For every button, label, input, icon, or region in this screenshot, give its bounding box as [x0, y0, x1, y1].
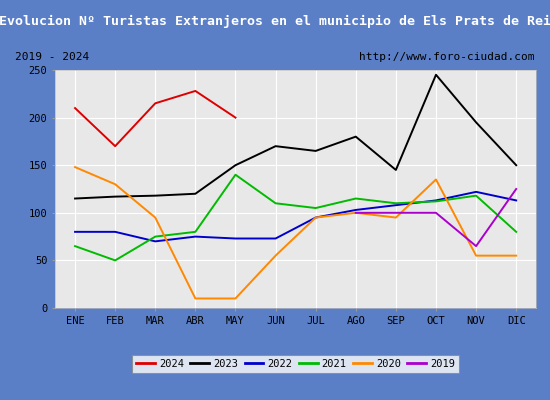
Legend: 2024, 2023, 2022, 2021, 2020, 2019: 2024, 2023, 2022, 2021, 2020, 2019 — [132, 355, 459, 373]
Text: Evolucion Nº Turistas Extranjeros en el municipio de Els Prats de Rei: Evolucion Nº Turistas Extranjeros en el … — [0, 14, 550, 28]
Text: 2019 - 2024: 2019 - 2024 — [15, 52, 90, 62]
Text: http://www.foro-ciudad.com: http://www.foro-ciudad.com — [359, 52, 535, 62]
